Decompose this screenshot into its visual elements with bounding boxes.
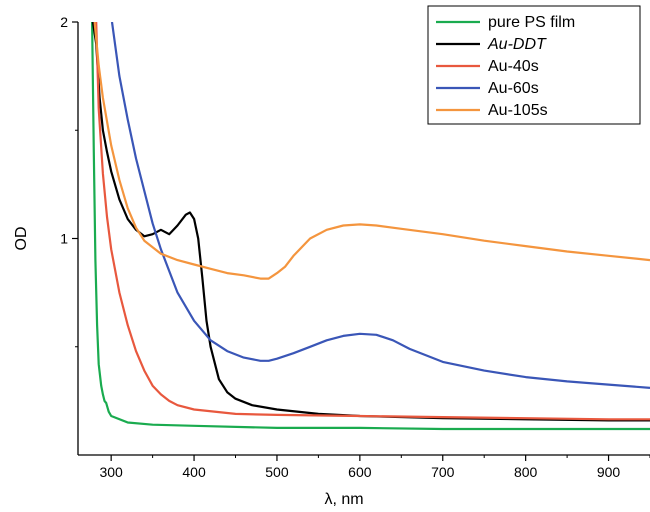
y-tick-label: 2 [60,14,68,30]
series-line-au-ddt [91,22,650,422]
x-tick-label: 500 [265,464,289,480]
axes: 300 400 500 600 700 800 900 1 2 λ, nm OD [13,14,650,508]
series-line-au-105s [93,22,650,280]
series-layer [91,22,650,431]
series-line-au-40s [95,22,650,421]
y-tick-label: 1 [60,231,68,247]
legend-label-au-105s: Au-105s [488,102,548,119]
series-line-au-60s [110,22,650,389]
x-tick-label: 700 [431,464,455,480]
x-tick-label: 900 [597,464,621,480]
legend: pure PS film Au-DDT Au-40s Au-60s Au-105s [427,5,641,125]
y-axis-title: OD [13,227,30,251]
series-line-pure-ps-film [91,22,650,431]
x-axis-title: λ, nm [324,491,363,508]
legend-label-au-ddt: Au-DDT [487,36,547,53]
legend-label-pure-ps-film: pure PS film [488,14,575,31]
legend-label-au-60s: Au-60s [488,80,539,97]
legend-label-au-40s: Au-40s [488,58,539,75]
x-tick-label: 800 [514,464,538,480]
x-tick-label: 400 [182,464,206,480]
x-tick-label: 300 [99,464,123,480]
x-tick-label: 600 [348,464,372,480]
